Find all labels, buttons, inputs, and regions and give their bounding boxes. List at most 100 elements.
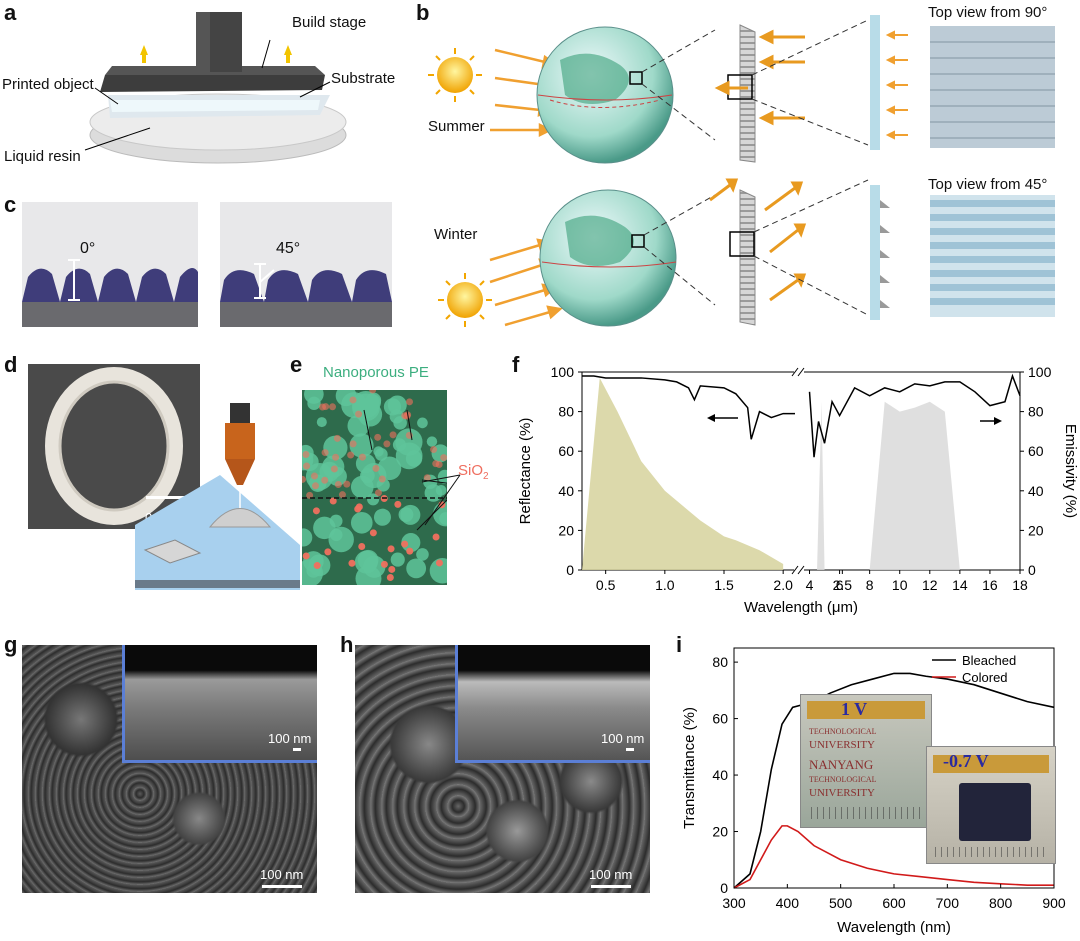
panel-label-h: h [340, 632, 354, 657]
y2-tick-label: 100 [1028, 364, 1052, 380]
reflectance-line [582, 375, 795, 440]
x-tick-label: 2.5 [833, 577, 853, 593]
sio2-particle [349, 440, 357, 448]
pe-blob [302, 528, 313, 547]
label-sio2-main: SiO [458, 462, 484, 479]
sio2-particle [313, 562, 321, 570]
y2-axis-label: Emissivity (%) [1062, 424, 1079, 518]
x-tick-label: 16 [982, 577, 998, 593]
pe-blob [437, 469, 447, 484]
panel-label-i: i [676, 632, 683, 657]
sio2-particle [369, 529, 377, 537]
pe-blob [416, 548, 429, 561]
sio2-particle [334, 481, 342, 489]
pe-blob [347, 414, 370, 437]
sio2-particle [330, 465, 338, 473]
x-tick-label: 800 [989, 895, 1013, 911]
chart-transmittance: 0 20 40 60 80 300 400 500 600 700 800 900 Bleached Co… [681, 647, 1066, 936]
chart-reflectance-emissivity: 0 20 40 60 80 100 0 20 40 60 80 100 0.5 1.0 1.5 2.0 2.5 4… [517, 364, 1079, 616]
inset-scale-label-g: 100 nm [268, 731, 312, 746]
pe-blob [383, 398, 402, 416]
sio2-particle [406, 547, 414, 555]
x-axis-label: Wavelength (μm) [744, 599, 858, 616]
sio2-particle [333, 434, 341, 442]
sio2-particle [303, 462, 311, 470]
sio2-leader-lines [421, 474, 461, 526]
x-tick-label: 600 [882, 895, 906, 911]
pe-blob [395, 442, 423, 470]
photo2-voltage: -0.7 V [943, 751, 989, 771]
photo2-dark-film [959, 783, 1031, 841]
sio2-particle [387, 545, 395, 553]
photo1-text-2: UNIVERSITY [809, 739, 875, 751]
x-tick-label: 900 [1042, 895, 1066, 911]
break-mark [791, 367, 799, 377]
pe-blob [350, 475, 374, 499]
y-axis-label: Reflectance (%) [517, 418, 534, 525]
louver-photo-45deg [220, 202, 392, 327]
x-tick-label: 1.5 [714, 577, 734, 593]
sio2-particle [374, 433, 382, 441]
sio2-particle [329, 497, 337, 505]
sem-inset-g: 100 nm [122, 645, 317, 763]
sio2-particle [354, 505, 362, 513]
sio2-particle [338, 491, 346, 499]
sio2-particle [302, 450, 310, 458]
photo1-text-4: TECHNOLOGICAL [809, 775, 877, 784]
inset-scale-bar-g [293, 748, 301, 751]
pe-blob [406, 558, 427, 579]
label-angle-0: 0° [80, 240, 96, 257]
break-mark [791, 565, 799, 575]
sio2-particle [372, 464, 380, 472]
x-tick-label: 500 [829, 895, 853, 911]
sio2-particle [440, 454, 447, 462]
sio2-particle [319, 403, 327, 411]
sio2-particle [369, 390, 377, 394]
x-tick-label: 2.0 [773, 577, 793, 593]
sio2-particle [401, 412, 409, 420]
axis-break-bottom [794, 566, 804, 574]
sio2-particle [332, 453, 340, 461]
sio2-particle [386, 574, 394, 582]
pe-blob [401, 533, 421, 553]
x-tick-label: 14 [952, 577, 968, 593]
sio2-particle [302, 475, 307, 483]
sio2-particle [432, 460, 440, 468]
pe-blob [439, 512, 447, 525]
axis-break-top [794, 368, 804, 376]
y-tick-label: 0 [720, 880, 728, 896]
arrow-reflectance-head [707, 414, 715, 422]
label-sio2-sub: 2 [483, 471, 489, 482]
device-photo-colored-bar [933, 755, 1049, 773]
panel-label-d: d [4, 352, 18, 377]
sio2-particle [355, 410, 363, 418]
x-tick-label: 4 [806, 577, 814, 593]
seasonal-illustration [428, 15, 1055, 327]
arrow-emissivity-head [994, 417, 1002, 425]
pe-blob [426, 436, 438, 447]
pe-blob [328, 526, 354, 553]
y2-tick-label: 40 [1028, 483, 1044, 499]
pe-blob [350, 511, 373, 534]
y2-tick-label: 0 [1028, 562, 1036, 578]
sio2-particle [423, 474, 431, 482]
main-scale-label-h: 100 nm [589, 867, 633, 882]
sio2-particle [324, 548, 332, 556]
sio2-particle [329, 403, 337, 411]
legend-label-bleached: Bleached [962, 653, 1016, 668]
device-photo-bleached: 1 V TECHNOLOGICAL UNIVERSITY NANYANG TEC… [800, 694, 932, 828]
x-tick-label: 10 [892, 577, 908, 593]
x-tick-label: 300 [722, 895, 746, 911]
legend-label-colored: Colored [962, 670, 1008, 685]
panel-label-b: b [416, 0, 430, 25]
y-tick-label: 20 [558, 522, 574, 538]
sio2-particle [358, 543, 366, 551]
photo2-ruler [935, 847, 1047, 857]
x-tick-label: 1.0 [655, 577, 675, 593]
x-tick-label: 700 [936, 895, 960, 911]
x-tick-label: 6 [836, 577, 844, 593]
y-tick-label: 0 [566, 562, 574, 578]
device-photo-colored: -0.7 V [926, 746, 1056, 864]
pe-blob [398, 507, 414, 523]
atmospheric-window-area [817, 401, 960, 570]
